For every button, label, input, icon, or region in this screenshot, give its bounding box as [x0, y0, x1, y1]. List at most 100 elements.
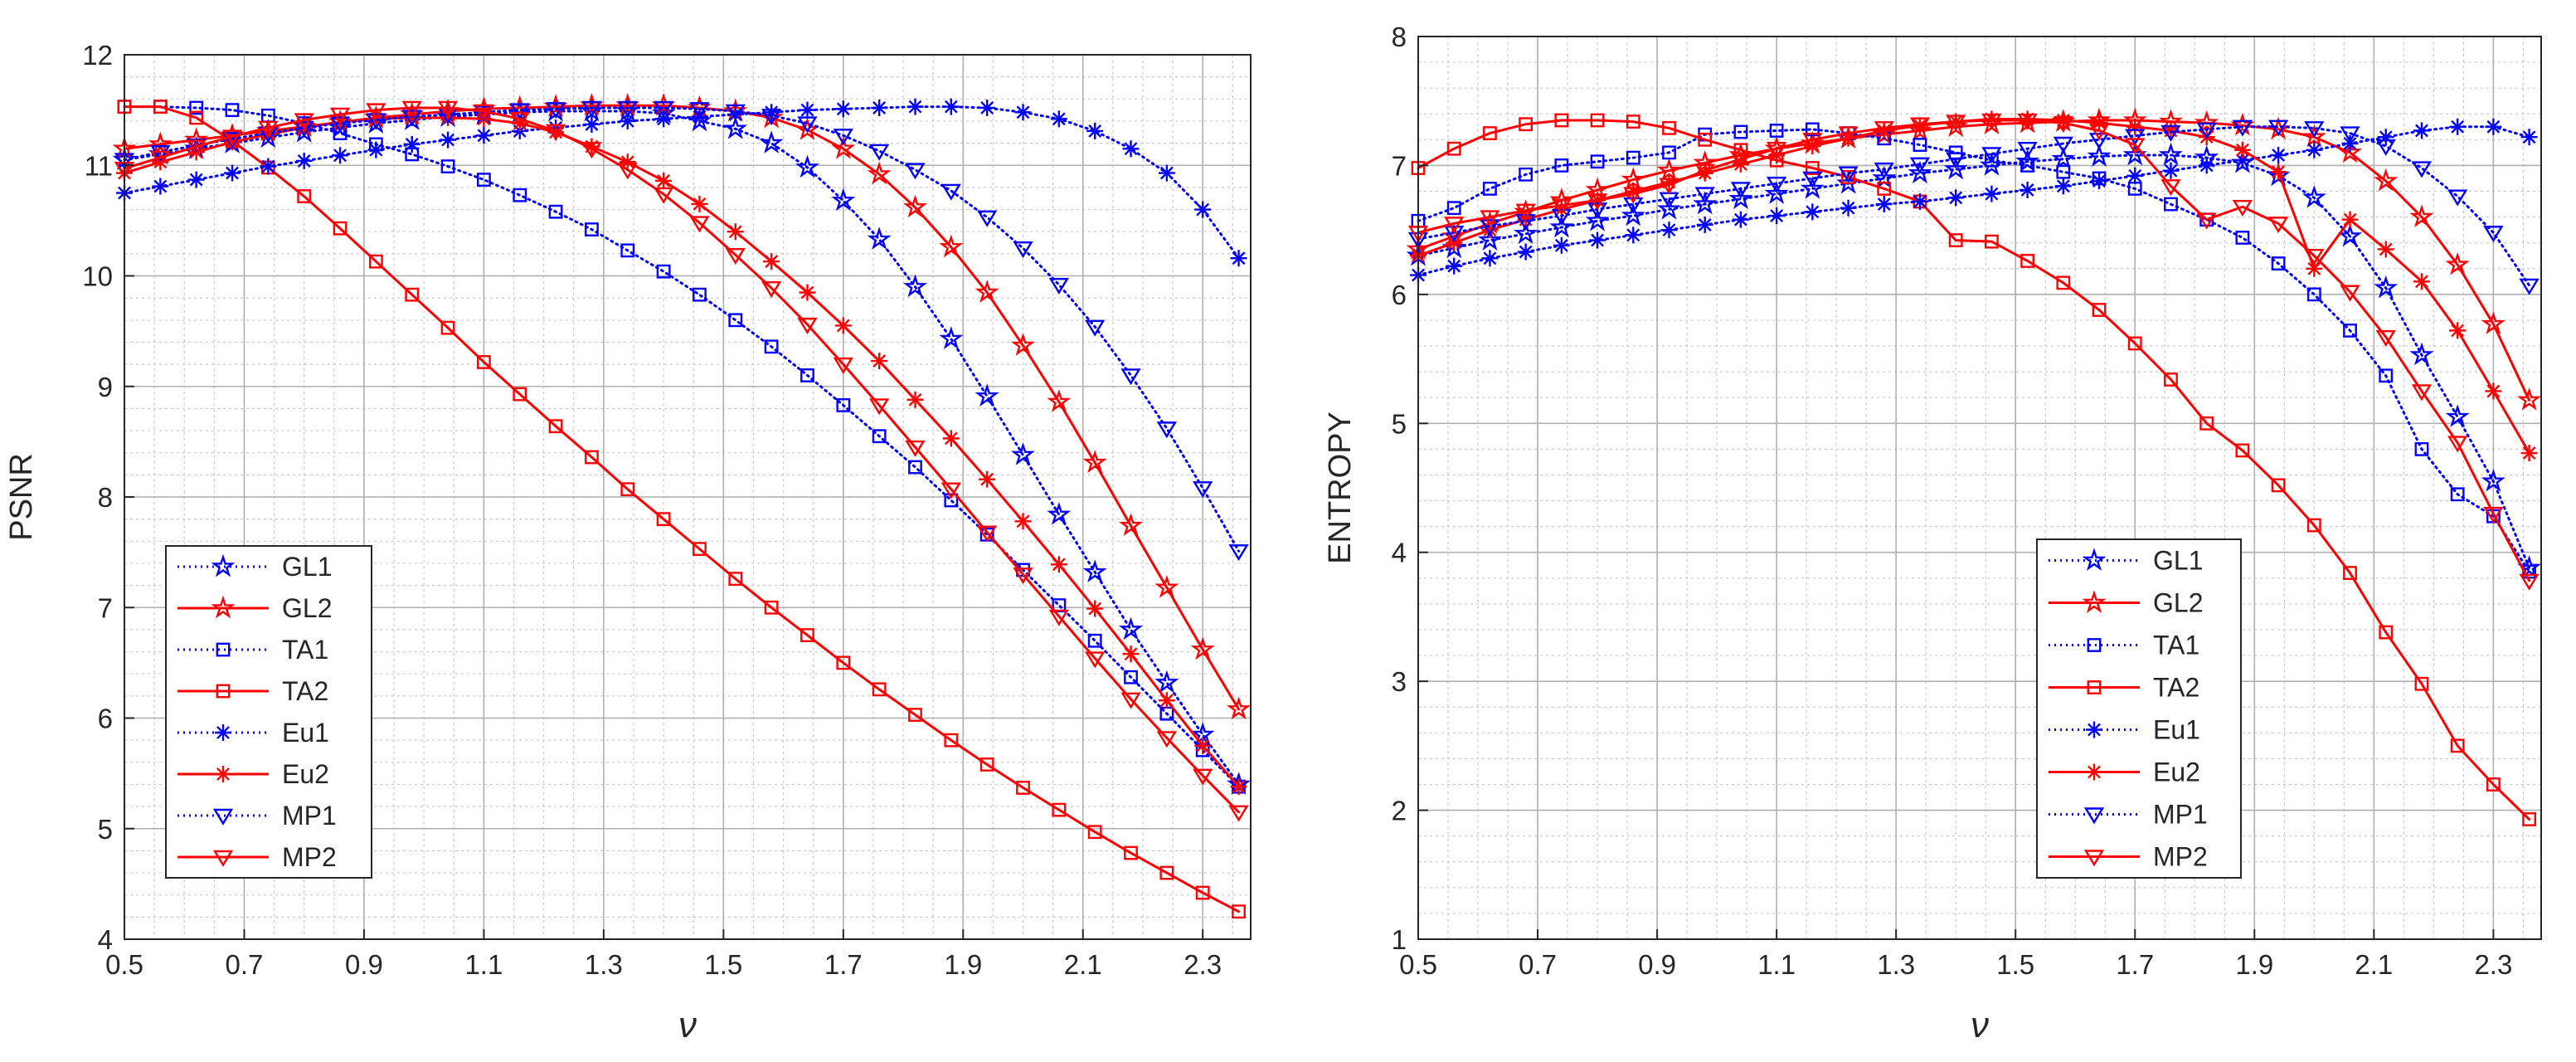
data-point-gl1 — [1908, 160, 1932, 184]
data-point-mp2 — [2053, 115, 2073, 133]
data-point-eu1 — [187, 171, 205, 188]
data-point-ta2 — [2235, 443, 2250, 458]
data-point-mp2 — [617, 163, 638, 180]
data-point-eu1 — [1446, 257, 1463, 275]
data-point-eu1 — [1804, 203, 1821, 221]
data-point-mp1 — [977, 210, 998, 227]
x-tick-label: 0.9 — [345, 949, 383, 980]
data-point-ta1 — [620, 243, 635, 258]
data-point-gl2 — [1118, 513, 1144, 536]
data-point-gl2 — [2301, 124, 2326, 148]
entropy-chart-panel: 0.5 0.7 0.9 1.1 1.3 1.5 1.7 1.9 2.1 2.3 1 2 3 4 5 6 7 8 ν E… — [1323, 22, 2542, 1045]
data-point-gl1 — [795, 154, 820, 178]
data-point-eu1 — [799, 101, 816, 119]
data-point-eu2 — [655, 172, 673, 189]
data-point-gl1 — [1800, 176, 1825, 199]
data-point-eu1 — [1911, 192, 1928, 210]
data-point-mp1 — [294, 120, 314, 138]
legend-item-ta1: TA1 — [2049, 631, 2199, 660]
x-tick-label: 1.5 — [704, 949, 742, 980]
data-point-eu2 — [1230, 778, 1247, 796]
legend-item-ta2: TA2 — [2049, 673, 2199, 703]
legend-label: TA2 — [2153, 673, 2199, 703]
data-point-gl1 — [939, 326, 964, 349]
data-point-eu1 — [152, 178, 169, 195]
data-point-ta1 — [2164, 197, 2178, 212]
data-point-eu1 — [2054, 178, 2072, 195]
legend: GL1 GL2 TA1 TA2 Eu1 Eu2 MP1 MP2 — [165, 545, 372, 879]
x-tick-label: 1.7 — [2116, 949, 2154, 980]
data-point-gl2 — [867, 161, 892, 185]
y-tick-label: 7 — [98, 592, 113, 623]
data-point-mp2 — [2411, 384, 2433, 402]
data-point-mp2 — [833, 357, 853, 374]
data-point-mp2 — [1156, 731, 1178, 748]
data-point-gl2 — [975, 280, 999, 303]
data-point-gl1 — [1118, 616, 1144, 641]
data-point-eu2 — [619, 153, 636, 171]
data-point-mp1 — [2267, 119, 2289, 137]
legend-label: Eu2 — [2153, 758, 2200, 787]
data-point-ta1 — [2379, 368, 2394, 383]
data-point-eu1 — [260, 158, 277, 175]
data-point-eu1 — [871, 99, 888, 116]
data-point-eu1 — [2413, 122, 2430, 139]
data-point-mp1 — [1480, 219, 1500, 236]
legend-marker — [2082, 590, 2107, 613]
data-point-mp2 — [977, 525, 998, 543]
series-mp1 — [1407, 119, 2540, 295]
data-point-eu1 — [2377, 129, 2394, 146]
data-point-mp2 — [2267, 217, 2289, 234]
data-point-mp1 — [1551, 208, 1572, 226]
data-point-eu2 — [1446, 234, 1463, 251]
data-point-mp1 — [1048, 277, 1069, 295]
legend-marker — [216, 642, 231, 657]
legend-marker — [2082, 548, 2107, 571]
data-point-ta2 — [2164, 373, 2178, 387]
x-tick-label: 1.9 — [2235, 949, 2273, 980]
data-point-mp2 — [1838, 126, 1859, 144]
data-point-gl1 — [1477, 227, 1502, 251]
data-point-ta1 — [1124, 670, 1138, 684]
data-point-ta1 — [872, 429, 887, 444]
data-point-ta2 — [764, 600, 779, 615]
data-point-mp1 — [545, 102, 566, 119]
data-point-gl2 — [2445, 251, 2470, 275]
data-point-mp2 — [2447, 436, 2468, 453]
x-axis-label: ν — [1971, 1005, 1989, 1045]
x-tick-label: 1.1 — [1757, 949, 1796, 980]
data-point-mp2 — [2340, 285, 2360, 302]
data-point-eu1 — [1553, 236, 1570, 254]
data-point-ta1 — [513, 188, 527, 202]
x-tick-label: 0.7 — [1519, 949, 1557, 980]
data-point-eu1 — [1696, 216, 1713, 233]
data-point-mp1 — [1623, 197, 1644, 214]
data-point-mp2 — [150, 150, 171, 168]
series-mp1 — [114, 100, 1249, 562]
data-point-mp1 — [689, 102, 710, 119]
data-point-mp1 — [1193, 481, 1213, 499]
data-point-mp2 — [581, 142, 602, 159]
data-point-ta1 — [1769, 124, 1784, 138]
data-point-mp2 — [401, 100, 422, 118]
data-point-mp2 — [2125, 138, 2146, 155]
data-point-mp2 — [725, 247, 746, 265]
data-point-ta1 — [836, 398, 851, 412]
data-point-mp1 — [2340, 126, 2360, 144]
data-point-mp1 — [1946, 152, 1966, 169]
data-point-ta2 — [1662, 120, 1676, 135]
data-point-mp1 — [2053, 136, 2073, 153]
data-point-mp1 — [2447, 189, 2468, 207]
data-point-mp2 — [689, 216, 710, 233]
data-point-mp2 — [2232, 199, 2253, 217]
data-point-eu1 — [2091, 173, 2108, 190]
data-point-ta1 — [189, 100, 204, 115]
data-point-mp2 — [437, 100, 459, 118]
data-point-gl1 — [1943, 156, 1968, 180]
data-point-mp2 — [1048, 609, 1069, 626]
data-point-mp1 — [1694, 187, 1715, 204]
data-point-eu1 — [440, 131, 457, 149]
data-point-mp1 — [509, 103, 530, 120]
data-point-ta2 — [1483, 126, 1497, 140]
